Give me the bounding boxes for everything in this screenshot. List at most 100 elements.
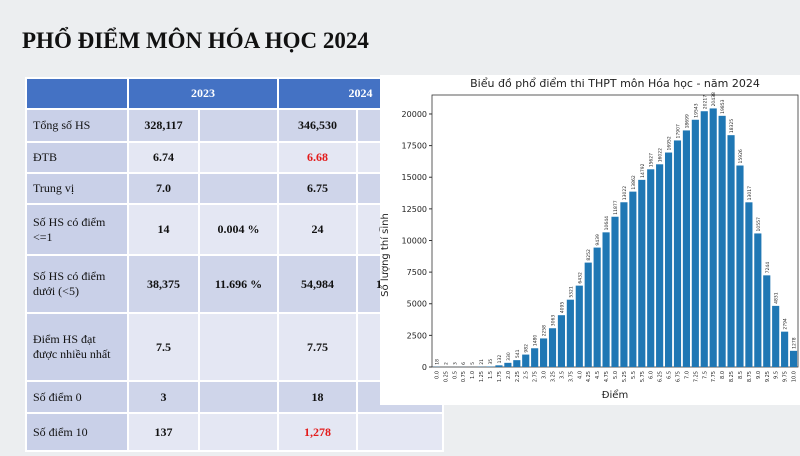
value-label: 20217 [702, 95, 708, 109]
table-cell: 6.74 [127, 141, 200, 174]
x-tick-label: 1.0 [470, 371, 476, 379]
value-label: 8252 [586, 249, 592, 261]
table-cell [198, 312, 279, 382]
value-label: 6 [461, 362, 467, 365]
table-cell: 24 [277, 203, 358, 256]
x-tick-label: 2.5 [524, 371, 530, 379]
value-label: 18 [434, 359, 440, 365]
x-tick-label: 7.25 [693, 371, 699, 382]
x-tick-label: 1.5 [488, 371, 494, 379]
value-label: 2 [443, 362, 449, 365]
bar [727, 135, 735, 367]
value-label: 982 [524, 344, 530, 353]
table-cell: Trung vị [25, 172, 129, 205]
table-cell: 0.004 % [198, 203, 279, 256]
x-tick-label: 8.5 [738, 371, 744, 379]
x-tick-label: 4.75 [604, 371, 610, 382]
x-tick-label: 6.5 [667, 371, 673, 379]
x-tick-label: 1.25 [479, 371, 485, 382]
value-label: 15627 [649, 153, 655, 167]
value-label: 11877 [613, 200, 619, 214]
value-label: 3 [452, 362, 458, 365]
x-tick-label: 5.75 [640, 371, 646, 382]
bar [718, 115, 726, 368]
x-tick-label: 9.0 [756, 371, 762, 379]
x-tick-label: 8.75 [747, 371, 753, 382]
y-tick-label: 0 [422, 363, 427, 372]
value-label: 17907 [675, 124, 681, 138]
table-cell: Số HS có điểm dưới (<5) [25, 254, 129, 314]
table-cell: Số điểm 0 [25, 380, 129, 414]
bar [781, 331, 789, 367]
value-label: 4095 [559, 302, 565, 314]
value-label: 16952 [667, 136, 673, 150]
table-cell: 137 [127, 412, 200, 452]
table-cell: 7.5 [127, 312, 200, 382]
y-axis-label: Số lượng thí sinh [380, 213, 391, 297]
table-cell [198, 412, 279, 452]
table-cell: ĐTB [25, 141, 129, 174]
x-axis-label: Điểm [602, 388, 628, 401]
bar [620, 202, 628, 367]
value-label: 5 [470, 362, 476, 365]
bar [682, 130, 690, 367]
slide-title: PHỔ ĐIỂM MÔN HÓA HỌC 2024 [22, 28, 369, 53]
bar [495, 365, 503, 367]
table-cell: 3 [127, 380, 200, 414]
table-cell: Điểm HS đạt được nhiều nhất [25, 312, 129, 382]
value-label: 10644 [604, 216, 610, 230]
y-tick-label: 12500 [402, 205, 427, 214]
bar [700, 111, 708, 367]
table-cell: 14 [127, 203, 200, 256]
x-tick-label: 6.25 [658, 371, 664, 382]
bar [647, 169, 655, 367]
x-tick-label: 5.5 [631, 371, 637, 379]
value-label: 330 [506, 352, 512, 361]
table-cell: 7.75 [277, 312, 358, 382]
bar [673, 140, 682, 367]
value-label: 21 [479, 359, 485, 365]
x-tick-label: 7.75 [711, 371, 717, 382]
x-tick-label: 4.25 [586, 371, 592, 382]
table-cell [356, 412, 444, 452]
x-tick-label: 0.25 [443, 371, 449, 382]
bar [772, 305, 780, 367]
value-label: 14792 [640, 163, 646, 177]
table-cell: 328,117 [127, 108, 200, 143]
value-label: 5321 [568, 286, 574, 298]
x-tick-label: 4.5 [595, 371, 601, 379]
bar [540, 338, 548, 367]
header-cell: 2023 [127, 77, 279, 110]
value-label: 13862 [631, 175, 637, 189]
x-tick-label: 9.75 [783, 371, 789, 382]
bar [629, 191, 637, 367]
value-label: 19853 [720, 99, 726, 113]
x-tick-label: 5.0 [613, 371, 619, 379]
bar [789, 350, 798, 367]
value-label: 4831 [774, 292, 780, 304]
bar [656, 164, 664, 367]
value-label: 1278 [792, 337, 798, 349]
table-cell: Số điểm 10 [25, 412, 129, 452]
x-tick-label: 10.0 [792, 371, 798, 382]
chart: Biểu đồ phổ điểm thi THPT môn Hóa học - … [380, 75, 800, 405]
table-cell: 6.75 [277, 172, 358, 205]
table-cell [198, 141, 279, 174]
value-label: 19543 [693, 103, 699, 117]
x-tick-label: 8.25 [729, 371, 735, 382]
x-tick-label: 2.75 [533, 371, 539, 382]
value-label: 15926 [738, 149, 744, 163]
value-label: 10557 [756, 217, 762, 231]
bar [557, 315, 566, 367]
x-tick-label: 0.75 [461, 371, 467, 382]
x-tick-label: 9.25 [765, 371, 771, 382]
bar [664, 152, 673, 367]
y-tick-label: 20000 [402, 110, 427, 119]
table-row: Số điểm 10 137 1,278 [25, 412, 444, 452]
y-tick-label: 5000 [407, 300, 427, 309]
x-tick-label: 1.75 [497, 371, 503, 382]
x-tick-label: 6.75 [675, 371, 681, 382]
bar [548, 328, 557, 367]
y-tick-label: 2500 [407, 331, 427, 340]
table-row: Tổng số HS 328,117 346,530 [25, 108, 444, 143]
